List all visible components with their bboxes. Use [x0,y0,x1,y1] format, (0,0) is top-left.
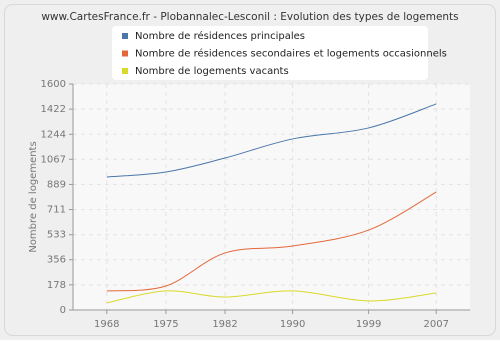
y-tick-label: 0 [60,305,66,316]
y-tick-label: 711 [47,205,66,216]
legend-label: Nombre de logements vacants [135,66,289,77]
x-tick-label: 1999 [356,319,381,330]
y-tick-label: 1422 [41,104,66,115]
legend [112,26,428,80]
frame [4,4,496,336]
legend-swatch [122,68,128,74]
plot-area [73,84,470,310]
x-tick-label: 1982 [212,319,237,330]
x-tick-label: 2007 [423,319,448,330]
legend-label: Nombre de résidences principales [135,30,305,42]
y-axis-label: Nombre de logements [28,141,39,252]
y-tick-label: 1067 [41,154,66,165]
y-tick-label: 533 [47,230,66,241]
y-tick-label: 356 [47,255,66,266]
chart-title: www.CartesFrance.fr - Plobannalec-Lescon… [41,11,458,23]
y-tick-label: 889 [47,179,66,190]
legend-swatch [122,33,128,39]
x-tick-label: 1968 [94,319,119,330]
legend-swatch [122,50,128,57]
series-line [106,103,437,178]
x-tick-label: 1990 [280,319,305,330]
y-tick-label: 1244 [41,129,66,140]
series-line [106,191,437,292]
legend-label: Nombre de résidences secondaires et loge… [135,48,447,60]
y-tick-label: 178 [47,280,66,291]
y-tick-label: 1600 [41,79,66,90]
series-line [106,290,437,304]
x-tick-label: 1975 [153,319,178,330]
